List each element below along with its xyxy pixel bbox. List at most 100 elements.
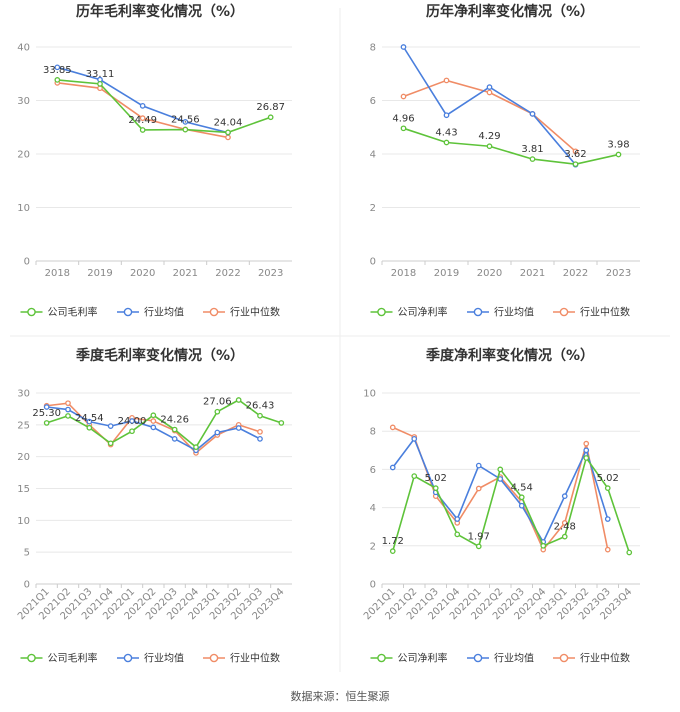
y-tick-label: 4 [370, 150, 376, 161]
data-point [583, 440, 590, 447]
data-point [411, 435, 418, 442]
legend-marker-icon [123, 653, 133, 663]
data-label: 24.00 [118, 416, 147, 427]
y-tick-label: 6 [370, 96, 376, 107]
data-point [561, 520, 568, 526]
legend-marker-icon [209, 307, 219, 317]
x-tick-label: 2021 [520, 268, 545, 279]
data-point [139, 103, 146, 109]
data-label: 4.54 [511, 482, 533, 493]
legend-marker-icon [559, 653, 569, 663]
data-point [389, 548, 396, 554]
legend-label: 公司净利率 [398, 652, 448, 665]
y-tick-label: 8 [370, 427, 376, 438]
data-label: 33.85 [43, 65, 72, 76]
legend-label: 公司净利率 [398, 306, 448, 319]
chart-title: 历年净利率变化情况（%） [426, 3, 594, 20]
data-point [171, 426, 178, 433]
data-label: 5.02 [597, 473, 619, 484]
y-tick-label: 8 [370, 43, 376, 54]
series-industry_median [389, 424, 611, 553]
data-label: 4.96 [392, 113, 414, 124]
data-point [432, 485, 439, 491]
data-point [400, 125, 407, 132]
y-tick-label: 4 [370, 503, 376, 514]
data-point [139, 115, 146, 122]
legend-item-industry_avg[interactable]: 行业均值 [467, 652, 534, 665]
legend-label: 行业均值 [494, 306, 534, 319]
y-tick-label: 30 [17, 389, 30, 400]
legend-marker-icon [559, 307, 569, 317]
data-point [171, 435, 178, 442]
data-point [604, 516, 611, 522]
data-point [150, 418, 157, 424]
data-source-note: 数据来源：恒生聚源 [290, 690, 390, 703]
data-point [182, 126, 189, 133]
data-point [129, 428, 135, 435]
data-point [454, 531, 461, 538]
data-point [150, 424, 157, 431]
legend: 公司毛利率 行业均值 行业中位数 [20, 652, 280, 665]
x-tick-label: 2023 [606, 268, 631, 279]
series-line [46, 399, 282, 449]
data-point [43, 420, 50, 426]
data-point [150, 412, 157, 419]
y-tick-label: 0 [24, 580, 30, 591]
data-point [267, 114, 274, 121]
legend-label: 行业中位数 [230, 306, 280, 319]
y-tick-label: 6 [370, 465, 376, 476]
legend-item-industry_avg[interactable]: 行业均值 [117, 652, 184, 665]
data-point [443, 77, 450, 84]
y-tick-label: 2 [370, 203, 376, 214]
chart-title: 季度毛利率变化情况（%） [75, 347, 244, 364]
x-tick-label: 2021 [173, 268, 198, 279]
legend-item-industry_avg[interactable]: 行业均值 [117, 306, 184, 319]
data-point [86, 424, 93, 431]
data-point [97, 81, 103, 87]
data-point [400, 93, 407, 100]
x-tick-label: 2020 [477, 268, 502, 279]
data-point [486, 143, 493, 150]
x-tick-label: 2022 [563, 268, 588, 279]
legend-item-company[interactable]: 公司净利率 [370, 306, 448, 319]
data-point [486, 89, 493, 96]
legend-marker-icon [473, 653, 483, 663]
data-point [257, 428, 263, 435]
data-point [214, 429, 221, 436]
legend-item-industry_median[interactable]: 行业中位数 [203, 652, 280, 665]
x-tick-label: 2023 [258, 268, 283, 279]
legend: 公司毛利率 行业均值 行业中位数 [20, 306, 280, 319]
data-label: 2.48 [554, 522, 576, 533]
data-label: 5.02 [425, 473, 447, 484]
chart-title: 历年毛利率变化情况（%） [76, 3, 244, 20]
legend-item-industry_median[interactable]: 行业中位数 [203, 306, 280, 319]
legend-label: 行业均值 [494, 652, 534, 665]
legend-label: 行业均值 [144, 652, 184, 665]
data-point [225, 129, 231, 136]
legend-item-company[interactable]: 公司净利率 [370, 652, 448, 665]
legend: 公司净利率 行业均值 行业中位数 [370, 306, 630, 319]
chart-4: 季度净利率变化情况（%）02468102021Q12021Q22021Q3202… [362, 347, 640, 665]
legend-item-industry_avg[interactable]: 行业均值 [467, 306, 534, 319]
data-point [86, 418, 93, 425]
data-point [214, 408, 221, 415]
data-point [604, 485, 611, 491]
data-point [389, 464, 396, 471]
legend-item-industry_median[interactable]: 行业中位数 [553, 652, 630, 665]
series-company [389, 455, 633, 556]
legend-item-company[interactable]: 公司毛利率 [20, 652, 98, 665]
data-point [529, 111, 536, 117]
data-point [65, 413, 71, 419]
data-point [572, 161, 579, 168]
x-tick-label: 2018 [45, 268, 70, 279]
chart-1: 历年毛利率变化情况（%） 0 10 20 30 40 2018 2019 2020 2021 202… [17, 3, 292, 319]
data-label: 4.29 [478, 131, 500, 142]
data-point [454, 516, 461, 522]
data-point [182, 119, 189, 125]
data-label: 3.98 [607, 140, 629, 151]
data-point [411, 473, 418, 479]
legend-item-industry_median[interactable]: 行业中位数 [553, 306, 630, 319]
y-tick-label: 10 [17, 203, 30, 214]
data-point [235, 397, 242, 403]
legend-item-company[interactable]: 公司毛利率 [20, 306, 98, 319]
